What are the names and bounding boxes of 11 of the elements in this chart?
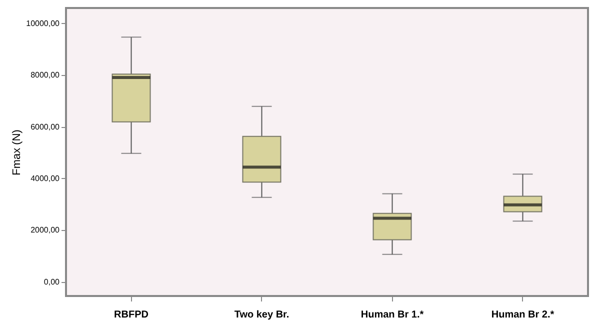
x-tick-label: Two key Br. [234, 310, 290, 320]
y-tick-label: 8000,00 [30, 70, 60, 80]
x-tick-label: Human Br 1.* [360, 310, 424, 320]
y-tick-label: 2000,00 [30, 226, 60, 235]
x-tick-label: RBFPD [114, 310, 148, 320]
y-tick-label: 6000,00 [30, 122, 60, 132]
y-axis-title: Fmax (N) [11, 130, 24, 176]
x-tick-label: Human Br 2.* [491, 310, 554, 320]
y-tick-label: 10000,00 [26, 19, 60, 28]
y-tick-label: 4000,00 [30, 174, 60, 183]
y-tick-label: 0,00 [44, 277, 60, 286]
